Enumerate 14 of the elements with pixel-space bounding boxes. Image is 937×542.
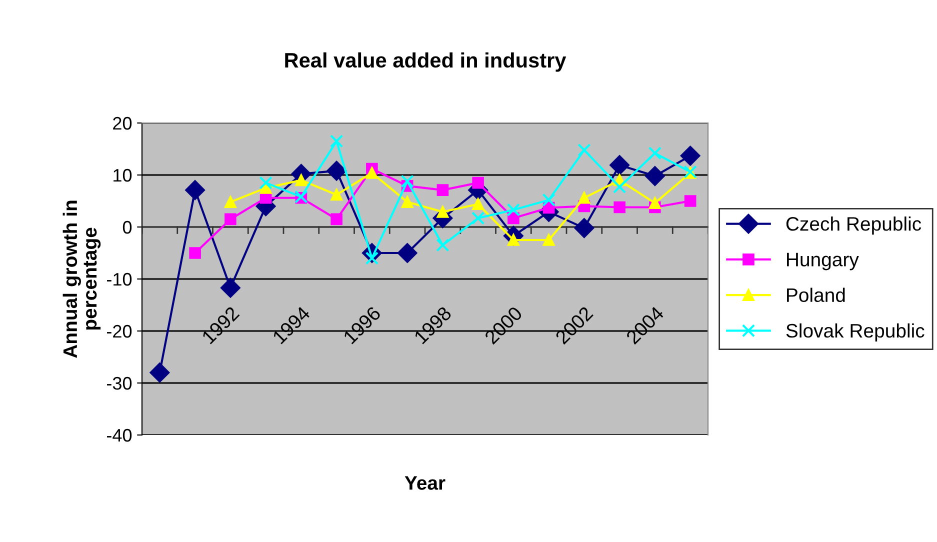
x-axis-title: Year	[404, 476, 446, 490]
y-axis-title: Annual growth in percentage	[62, 200, 101, 358]
legend-label: Poland	[787, 288, 845, 302]
legend-label: Slovak Republic	[786, 323, 924, 342]
legend-label: Hungary	[787, 252, 859, 270]
legend-label: Czech Republic	[786, 216, 922, 235]
y-tick-label: 0	[122, 220, 132, 234]
y-tick-label: -30	[106, 376, 132, 390]
y-tick-label: -10	[106, 272, 132, 286]
y-tick-label: 10	[114, 168, 132, 182]
y-tick-label: -20	[106, 324, 132, 338]
y-tick-label: -40	[106, 428, 132, 442]
y-tick-label: 20	[113, 116, 132, 130]
chart-title: Real value added in industry	[285, 52, 566, 72]
